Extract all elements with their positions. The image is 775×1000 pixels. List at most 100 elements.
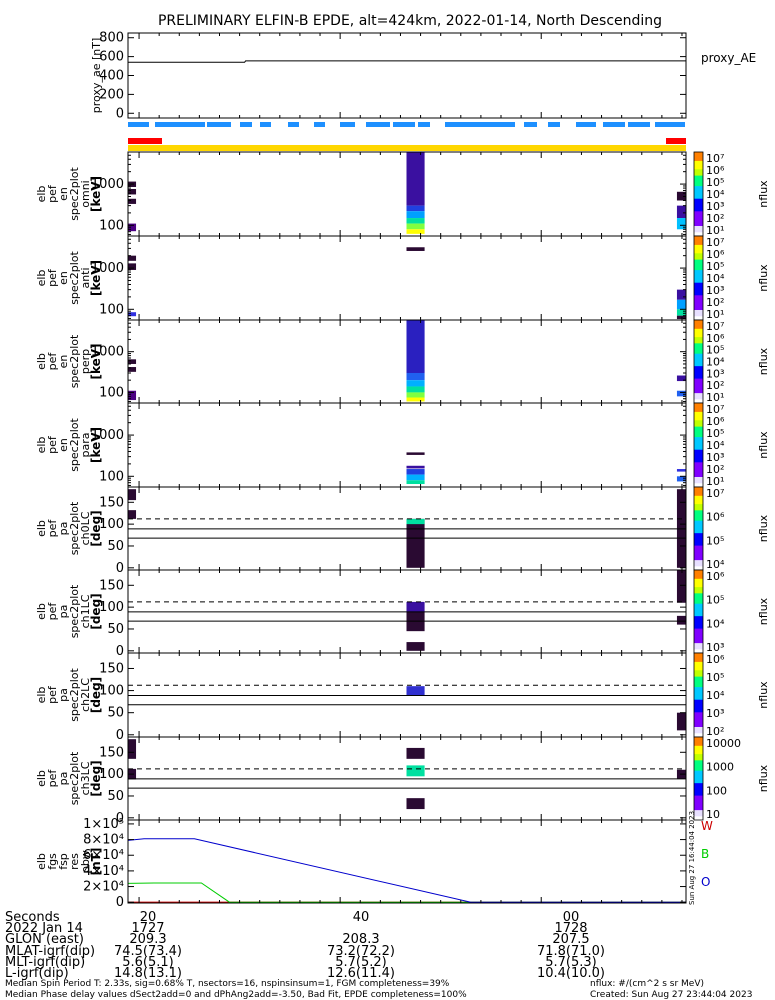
colorbar-segment: [694, 809, 703, 813]
colorbar-segment: [694, 252, 703, 256]
colorbar-segment: [694, 578, 703, 581]
colorbar-segment: [694, 518, 703, 521]
colorbar-segment: [694, 567, 703, 571]
colorbar-segment: [694, 430, 703, 433]
y-axis-label: pef: [46, 769, 59, 788]
colorbar-segment: [694, 315, 703, 319]
colorbar-segment: [694, 665, 703, 669]
colorbar-segment: [694, 497, 703, 500]
colorbar-segment: [694, 799, 703, 802]
colorbar-segment: [694, 532, 703, 536]
colorbar-segment: [694, 770, 703, 773]
colorbar-tick-label: 10⁶: [706, 248, 725, 261]
y-tick-label: 100: [99, 767, 124, 782]
colorbar-segment: [694, 763, 703, 767]
spectrogram-cell: [128, 489, 137, 501]
table-row-label: L-igrf(dip): [5, 966, 69, 981]
colorbar-segment: [694, 634, 703, 637]
colorbar-segment: [694, 284, 703, 287]
colorbar-segment: [694, 753, 703, 757]
spectrogram-cell: [406, 642, 425, 651]
colorbar-segment: [694, 613, 703, 617]
colorbar-segment: [694, 650, 703, 654]
colorbar-segment: [694, 601, 703, 604]
y-tick-label: 100: [99, 684, 124, 699]
spectrogram-cell: [406, 380, 425, 387]
colorbar-segment: [694, 231, 703, 235]
y-tick-label: 1000: [91, 261, 124, 276]
spectrogram-cell: [406, 474, 425, 481]
y-axis-label: pef: [46, 268, 59, 287]
colorbar-segment: [694, 363, 703, 367]
colorbar-segment: [694, 424, 703, 427]
colorbar-segment: [694, 572, 703, 575]
colorbar-segment: [694, 388, 703, 392]
table-cell: 209.3: [129, 932, 166, 947]
y-tick-label: 100: [99, 385, 124, 400]
y-axis-label: elb: [35, 270, 48, 287]
legend-b: B: [701, 847, 709, 861]
colorbar-segment: [694, 561, 703, 565]
y-axis-label: pa: [57, 688, 70, 702]
spectrogram-cell: [406, 747, 425, 759]
colorbar-segment: [694, 206, 703, 210]
colorbar-segment: [694, 376, 703, 379]
colorbar-tick-label: 10⁵: [706, 671, 724, 684]
proxy-ae-legend-label: proxy_AE: [701, 51, 756, 65]
y-tick-label: 600: [99, 50, 124, 65]
y-axis-label: pef: [46, 184, 59, 203]
colorbar-segment: [694, 803, 703, 806]
colorbar-segment: [694, 520, 703, 523]
table-cell: 73.2(72.2): [327, 944, 395, 959]
colorbar-tick-label: 10⁷: [706, 487, 724, 500]
spectrogram-cell: [128, 223, 137, 232]
colorbar-segment: [694, 522, 703, 525]
colorbar-segment: [694, 590, 703, 594]
colorbar-segment: [694, 179, 703, 182]
y-tick-label: 0: [116, 811, 124, 826]
colorbar-segment: [694, 705, 703, 709]
colorbar-segment: [694, 513, 703, 517]
y-tick-label: 800: [99, 31, 124, 46]
colorbar-tick-label: 10⁶: [706, 570, 725, 583]
spectrogram-cell: [406, 601, 425, 612]
y-axis-label: [deg]: [89, 510, 103, 546]
spectrogram-cell: [128, 367, 137, 372]
y-axis-label: obw: [79, 850, 92, 873]
colorbar-segment: [694, 559, 703, 563]
spectrogram-cell: [406, 320, 425, 373]
colorbar-segment: [694, 288, 703, 292]
y-axis-label: pef: [46, 435, 59, 454]
colorbar-segment: [694, 790, 703, 794]
colorbar-segment: [694, 766, 703, 769]
colorbar-segment: [694, 588, 703, 592]
y-tick-label: 150: [99, 661, 124, 676]
y-axis-label: omni: [79, 180, 92, 207]
colorbar-segment: [694, 626, 703, 629]
colorbar-segment: [694, 282, 703, 285]
colorbar-segment: [694, 815, 703, 819]
y-axis-label: elb: [35, 437, 48, 454]
colorbar-segment: [694, 545, 703, 548]
colorbar-segment: [694, 699, 703, 702]
colorbar-segment: [694, 210, 703, 214]
y-axis-label: en: [57, 271, 70, 285]
y-axis-label: pef: [46, 519, 59, 538]
colorbar-segment: [694, 638, 703, 642]
y-tick-label: 150: [99, 578, 124, 593]
y-axis-label: [keV]: [89, 260, 103, 296]
colorbar-segment: [694, 445, 703, 448]
y-axis-label: ch3LC: [79, 761, 92, 795]
colorbar-segment: [694, 240, 703, 243]
colorbar-segment: [694, 511, 703, 515]
colorbar-tick-label: 10⁴: [706, 356, 725, 369]
colorbar-segment: [694, 499, 703, 503]
colorbar-segment: [694, 244, 703, 247]
table-row-label: MLT-igrf(dip): [5, 955, 85, 970]
table-row-label: 2022 Jan 14: [5, 921, 83, 936]
colorbar-tick-label: 100: [706, 784, 727, 797]
colorbar-segment: [694, 574, 703, 577]
